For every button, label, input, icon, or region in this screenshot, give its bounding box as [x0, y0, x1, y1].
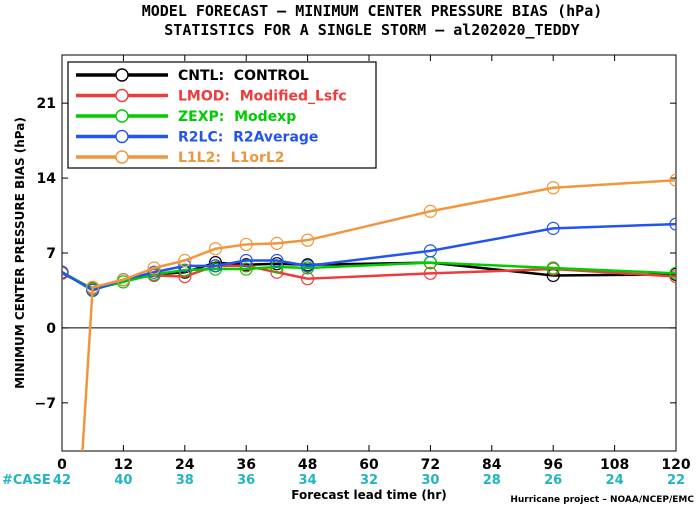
legend-marker-l1l2: [115, 150, 129, 164]
x-tick-label: 120: [661, 457, 690, 473]
legend-marker-cntl: [115, 68, 129, 82]
data-point: [301, 259, 315, 273]
x-tick-label: 0: [57, 457, 67, 473]
y-tick-label: 14: [37, 171, 57, 187]
data-point: [423, 204, 437, 218]
case-count: 26: [544, 473, 562, 488]
data-point: [423, 244, 437, 258]
data-point: [669, 173, 676, 187]
case-count: 38: [176, 473, 194, 488]
data-point: [147, 265, 161, 279]
case-count: 40: [114, 473, 132, 488]
y-tick-label: 21: [37, 96, 56, 112]
case-count: 22: [667, 473, 685, 488]
x-tick-label: 60: [359, 457, 379, 473]
legend-marker-lmod: [115, 88, 129, 103]
legend-label-r2lc: R2LC: R2Average: [178, 130, 318, 146]
legend-label-cntl: CNTL: CONTROL: [178, 68, 309, 84]
data-point: [116, 273, 131, 287]
chart-title: MODEL FORECAST – MINIMUM CENTER PRESSURE…: [142, 2, 603, 20]
case-counts: 42 40 38 36 34 32 30 28 26 24 22: [53, 473, 685, 488]
data-point: [669, 266, 676, 280]
data-point: [208, 242, 223, 256]
case-count: 34: [299, 473, 317, 488]
case-count: 28: [483, 473, 501, 488]
data-point: [669, 217, 676, 231]
legend-marker-zexp: [115, 109, 129, 123]
data-point: [178, 253, 192, 268]
data-point: [301, 233, 315, 247]
case-count: 30: [421, 473, 439, 488]
y-tick-label: 0: [46, 321, 56, 337]
series-l1l2: [81, 173, 676, 451]
data-point: [178, 263, 192, 277]
data-point: [239, 237, 253, 252]
x-axis: 0 12 24 36 48 60 72 84 96 108 120: [57, 55, 691, 473]
y-axis: −7 0 7 14 21: [35, 96, 676, 412]
legend-marker-r2lc: [115, 129, 129, 144]
legend: CNTL: CONTROL LMOD: Modified_Lsfc ZEXP: Mo…: [67, 61, 377, 169]
data-point: [208, 259, 223, 273]
x-axis-label: Forecast lead time (hr): [291, 488, 447, 502]
data-point: [239, 253, 253, 268]
case-count: 36: [237, 473, 255, 488]
x-tick-label: 12: [114, 457, 133, 473]
series-layer: [62, 173, 676, 451]
data-point: [239, 262, 253, 276]
x-tick-label: 48: [298, 457, 317, 473]
y-tick-label: −7: [35, 396, 56, 412]
data-point: [208, 262, 223, 276]
data-point: [546, 221, 560, 235]
data-point: [546, 181, 560, 195]
x-tick-label: 96: [543, 457, 562, 473]
data-point: [301, 272, 315, 286]
chart-subtitle: STATISTICS FOR A SINGLE STORM – al202020…: [164, 21, 579, 39]
y-tick-label: 7: [46, 246, 56, 262]
case-count: 42: [53, 473, 71, 488]
data-point: [270, 257, 284, 271]
data-point: [62, 265, 69, 279]
data-point: [669, 269, 676, 284]
data-point: [86, 280, 100, 294]
x-tick-label: 84: [482, 457, 502, 473]
x-tick-label: 36: [236, 457, 255, 473]
y-axis-label: MINIMUM CENTER PRESSURE BIAS (hPa): [13, 117, 27, 389]
data-point: [270, 253, 284, 268]
data-point: [270, 236, 284, 250]
case-label: #CASE: [2, 473, 51, 488]
legend-label-l1l2: L1L2: L1orL2: [178, 150, 285, 166]
x-tick-label: 24: [175, 457, 195, 473]
case-count: 32: [360, 473, 378, 488]
data-point: [546, 261, 560, 275]
x-tick-label: 108: [600, 457, 629, 473]
series-r2lc: [62, 217, 676, 298]
case-count: 24: [606, 473, 624, 488]
series-line-l1l2: [81, 178, 676, 451]
credit-text: Hurricane project – NOAA/NCEP/EMC: [510, 495, 694, 505]
data-point: [423, 266, 437, 280]
legend-label-lmod: LMOD: Modified_Lsfc: [178, 89, 347, 105]
legend-label-zexp: ZEXP: Modexp: [178, 109, 296, 125]
x-tick-label: 72: [421, 457, 440, 473]
data-point: [147, 261, 161, 275]
